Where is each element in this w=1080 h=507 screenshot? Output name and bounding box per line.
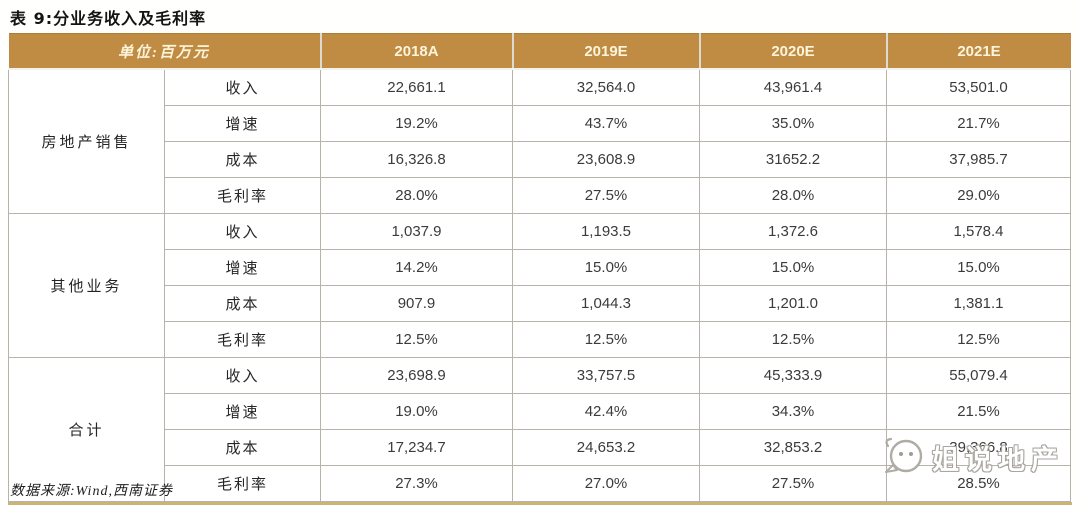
table-row: 毛利率 27.3% 27.0% 27.5% 28.5%: [9, 465, 1071, 502]
value-cell: 42.4%: [512, 393, 700, 430]
data-table: 单位:百万元 2018A 2019E 2020E 2021E 房地产销售 收入 …: [8, 33, 1072, 505]
value-cell: 19.2%: [320, 105, 513, 142]
unit-header-cell: 单位:百万元: [8, 33, 321, 70]
metric-label: 收入: [164, 213, 321, 250]
value-cell: 29.0%: [886, 177, 1071, 214]
data-source-note: 数据来源:Wind,西南证券: [10, 484, 173, 499]
value-cell: 17,234.7: [320, 429, 513, 466]
value-cell: 28.0%: [320, 177, 513, 214]
value-cell: 27.0%: [512, 465, 700, 502]
value-cell: 45,333.9: [699, 357, 887, 394]
table-row: 成本 17,234.7 24,653.2 32,853.2 39,366.8: [9, 429, 1071, 466]
value-cell: 23,608.9: [512, 141, 700, 178]
metric-label: 增速: [164, 249, 321, 286]
metric-label: 成本: [164, 429, 321, 466]
metric-label: 增速: [164, 105, 321, 142]
table-row: 合计 收入 23,698.9 33,757.5 45,333.9 55,079.…: [8, 357, 1071, 502]
table-row: 成本 16,326.8 23,608.9 31652.2 37,985.7: [9, 141, 1071, 178]
value-cell: 23,698.9: [320, 357, 513, 394]
year-header-2018A: 2018A: [319, 33, 513, 70]
value-cell: 19.0%: [320, 393, 513, 430]
value-cell: 24,653.2: [512, 429, 700, 466]
value-cell: 907.9: [320, 285, 513, 322]
value-cell: 1,372.6: [699, 213, 887, 250]
metric-label: 毛利率: [164, 177, 321, 214]
metric-label: 收入: [164, 68, 321, 106]
value-cell: 1,037.9: [320, 213, 513, 250]
value-cell: 12.5%: [886, 321, 1071, 358]
metric-label: 成本: [164, 285, 321, 322]
table-row: 成本 907.9 1,044.3 1,201.0 1,381.1: [9, 285, 1071, 322]
value-cell: 1,381.1: [886, 285, 1071, 322]
value-cell: 35.0%: [699, 105, 887, 142]
value-cell: 34.3%: [699, 393, 887, 430]
value-cell: 21.5%: [886, 393, 1071, 430]
table-row: 增速 19.0% 42.4% 34.3% 21.5%: [9, 393, 1071, 430]
value-cell: 15.0%: [512, 249, 700, 286]
value-cell: 31652.2: [699, 141, 887, 178]
year-header-2021E: 2021E: [885, 33, 1071, 70]
value-cell: 1,578.4: [886, 213, 1071, 250]
value-cell: 33,757.5: [512, 357, 700, 394]
value-cell: 32,564.0: [512, 68, 700, 106]
value-cell: 22,661.1: [320, 68, 513, 106]
value-cell: 16,326.8: [320, 141, 513, 178]
value-cell: 43,961.4: [699, 68, 887, 106]
table-row: 增速 14.2% 15.0% 15.0% 15.0%: [9, 249, 1071, 286]
value-cell: 1,044.3: [512, 285, 700, 322]
table-row: 其他业务 收入 1,037.9 1,193.5 1,372.6 1,578.4: [8, 213, 1071, 358]
value-cell: 15.0%: [699, 249, 887, 286]
value-cell: 15.0%: [886, 249, 1071, 286]
value-cell: 27.3%: [320, 465, 513, 502]
value-cell: 55,079.4: [886, 357, 1071, 394]
value-cell: 32,853.2: [699, 429, 887, 466]
metric-label: 增速: [164, 393, 321, 430]
metric-label: 毛利率: [164, 465, 321, 502]
table-header-row: 单位:百万元 2018A 2019E 2020E 2021E: [8, 33, 1071, 70]
metric-label: 收入: [164, 357, 321, 394]
year-header-2019E: 2019E: [511, 33, 700, 70]
value-cell: 12.5%: [699, 321, 887, 358]
table-row: 毛利率 28.0% 27.5% 28.0% 29.0%: [9, 177, 1071, 214]
metric-label: 成本: [164, 141, 321, 178]
segment-label-real-estate: 房地产销售: [8, 68, 165, 214]
table-row: 毛利率 12.5% 12.5% 12.5% 12.5%: [9, 321, 1071, 358]
value-cell: 27.5%: [512, 177, 700, 214]
value-cell: 43.7%: [512, 105, 700, 142]
metric-label: 毛利率: [164, 321, 321, 358]
value-cell: 14.2%: [320, 249, 513, 286]
year-header-2020E: 2020E: [698, 33, 887, 70]
value-cell: 12.5%: [512, 321, 700, 358]
value-cell: 28.0%: [699, 177, 887, 214]
value-cell: 1,193.5: [512, 213, 700, 250]
value-cell: 53,501.0: [886, 68, 1071, 106]
segment-label-total: 合计: [8, 357, 165, 502]
value-cell: 27.5%: [699, 465, 887, 502]
value-cell-watermarked: 28.5%: [886, 465, 1071, 502]
value-cell: 21.7%: [886, 105, 1071, 142]
value-cell: 12.5%: [320, 321, 513, 358]
table-title: 表 9:分业务收入及毛利率: [10, 9, 207, 28]
segment-label-other-business: 其他业务: [8, 213, 165, 358]
table-row: 增速 19.2% 43.7% 35.0% 21.7%: [9, 105, 1071, 142]
value-cell: 39,366.8: [886, 429, 1071, 466]
table-row: 房地产销售 收入 22,661.1 32,564.0 43,961.4 53,5…: [8, 68, 1071, 214]
value-cell: 1,201.0: [699, 285, 887, 322]
value-cell: 37,985.7: [886, 141, 1071, 178]
